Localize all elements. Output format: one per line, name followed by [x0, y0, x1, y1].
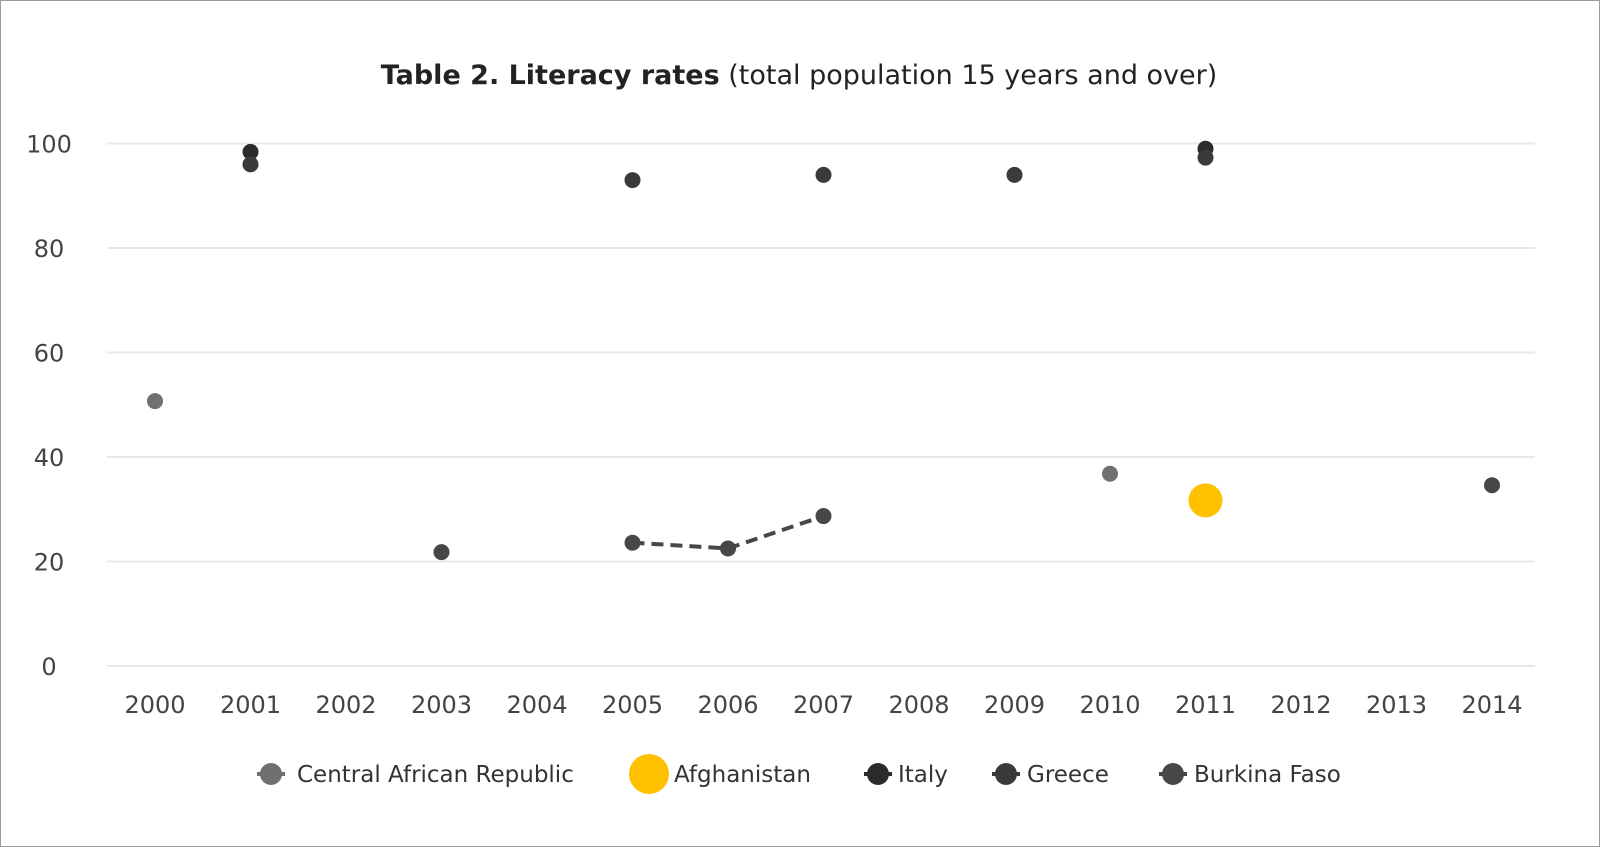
x-tick-label: 2014 — [1461, 691, 1522, 719]
legend: Central African Republic Afghanistan Italy… — [257, 754, 1341, 794]
x-tick-label: 2005 — [602, 691, 663, 719]
y-tick-label: 40 — [34, 444, 65, 472]
data-point — [624, 534, 641, 551]
data-series — [147, 140, 1500, 561]
data-point — [1484, 477, 1500, 494]
legend-marker — [867, 763, 889, 785]
x-tick-label: 2002 — [315, 691, 376, 719]
data-point — [1006, 166, 1023, 183]
y-tick-label: 100 — [26, 131, 72, 159]
legend-label: Italy — [898, 762, 948, 788]
legend-label: Greece — [1027, 762, 1109, 788]
x-tick-label: 2008 — [888, 691, 949, 719]
data-point — [624, 172, 641, 189]
legend-label: Central African Republic — [297, 762, 574, 788]
data-point — [1188, 483, 1223, 518]
x-tick-label: 2004 — [506, 691, 567, 719]
data-point — [815, 166, 832, 183]
x-tick-label: 2006 — [697, 691, 758, 719]
x-axis-ticks: 2000 2001 2002 2003 2004 2005 2006 2007 2008 2009… — [124, 691, 1522, 719]
x-tick-label: 2009 — [984, 691, 1045, 719]
x-tick-label: 2010 — [1079, 691, 1140, 719]
data-point — [815, 508, 832, 525]
legend-item: Central African Republic — [257, 762, 574, 788]
x-tick-label: 2012 — [1270, 691, 1331, 719]
x-tick-label: 2001 — [220, 691, 281, 719]
series-greece — [242, 149, 1214, 189]
series-line-segment — [727, 514, 825, 551]
x-tick-label: 2011 — [1175, 691, 1236, 719]
legend-item: Afghanistan — [629, 754, 811, 794]
series-central-african-republic — [147, 393, 1118, 482]
legend-marker — [1162, 763, 1184, 785]
legend-item: Burkina Faso — [1159, 762, 1341, 788]
y-tick-label: 60 — [34, 340, 65, 368]
series-burkina-faso — [433, 477, 1500, 561]
y-tick-label: 20 — [34, 549, 65, 577]
data-point — [242, 143, 259, 160]
gridlines — [107, 142, 1535, 667]
legend-item: Italy — [864, 762, 948, 788]
legend-item: Greece — [992, 762, 1109, 788]
chart-title-space — [720, 60, 729, 91]
legend-label: Burkina Faso — [1194, 762, 1341, 788]
legend-label: Afghanistan — [674, 762, 811, 788]
legend-marker — [260, 763, 282, 785]
y-tick-label: 80 — [34, 235, 65, 263]
series-afghanistan — [1188, 483, 1223, 518]
x-tick-label: 2007 — [793, 691, 854, 719]
legend-marker — [995, 763, 1017, 785]
data-point — [720, 540, 736, 557]
chart-title-main: Table 2. Literacy rates — [381, 60, 720, 91]
series-line-segment — [632, 540, 729, 551]
chart-subtitle: (total population 15 years and over) — [728, 60, 1217, 91]
data-point — [1197, 149, 1214, 166]
x-tick-label: 2000 — [124, 691, 185, 719]
y-tick-label: 0 — [41, 653, 56, 681]
x-tick-label: 2013 — [1366, 691, 1427, 719]
data-point — [147, 393, 163, 410]
data-point — [242, 156, 259, 173]
data-point — [433, 544, 450, 561]
legend-marker — [629, 754, 669, 794]
y-axis-ticks: 0 20 40 60 80 100 — [26, 131, 72, 682]
data-point — [1102, 465, 1118, 482]
chart-title: Table 2. Literacy rates (total populatio… — [381, 60, 1218, 91]
x-tick-label: 2003 — [411, 691, 472, 719]
